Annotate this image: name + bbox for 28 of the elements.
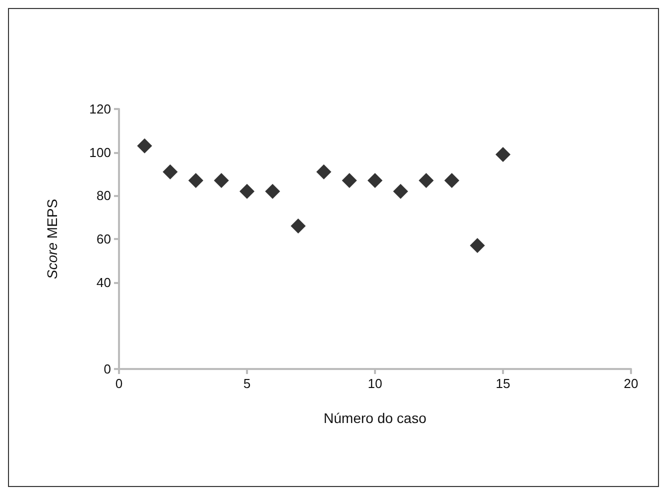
x-tick-label: 15 [496,376,510,391]
point [368,173,382,188]
y-tick-label: 60 [96,232,111,246]
point [188,173,204,188]
point [240,184,254,199]
point [290,218,306,234]
x-tick-label: 10 [368,376,382,391]
y-tick-label: 120 [89,102,111,116]
point [444,173,460,188]
point [162,164,178,180]
y-tick-label: 0 [104,362,111,376]
point [496,147,510,162]
point [342,173,357,188]
x-tick-label: 20 [624,376,638,391]
point [418,173,434,188]
y-tick-label: 80 [96,188,111,204]
x-axis-title: Número do caso [324,410,427,426]
point [393,184,408,199]
y-axis-title: Score MEPS [44,198,60,280]
x-tick-label: 5 [243,376,251,391]
y-tick-label: 40 [96,274,111,290]
point [265,184,280,199]
point [316,164,332,180]
point [137,138,152,154]
x-tick-label: 0 [115,376,123,391]
point [470,238,485,253]
point [214,173,229,188]
y-tick-label: 100 [89,144,111,160]
